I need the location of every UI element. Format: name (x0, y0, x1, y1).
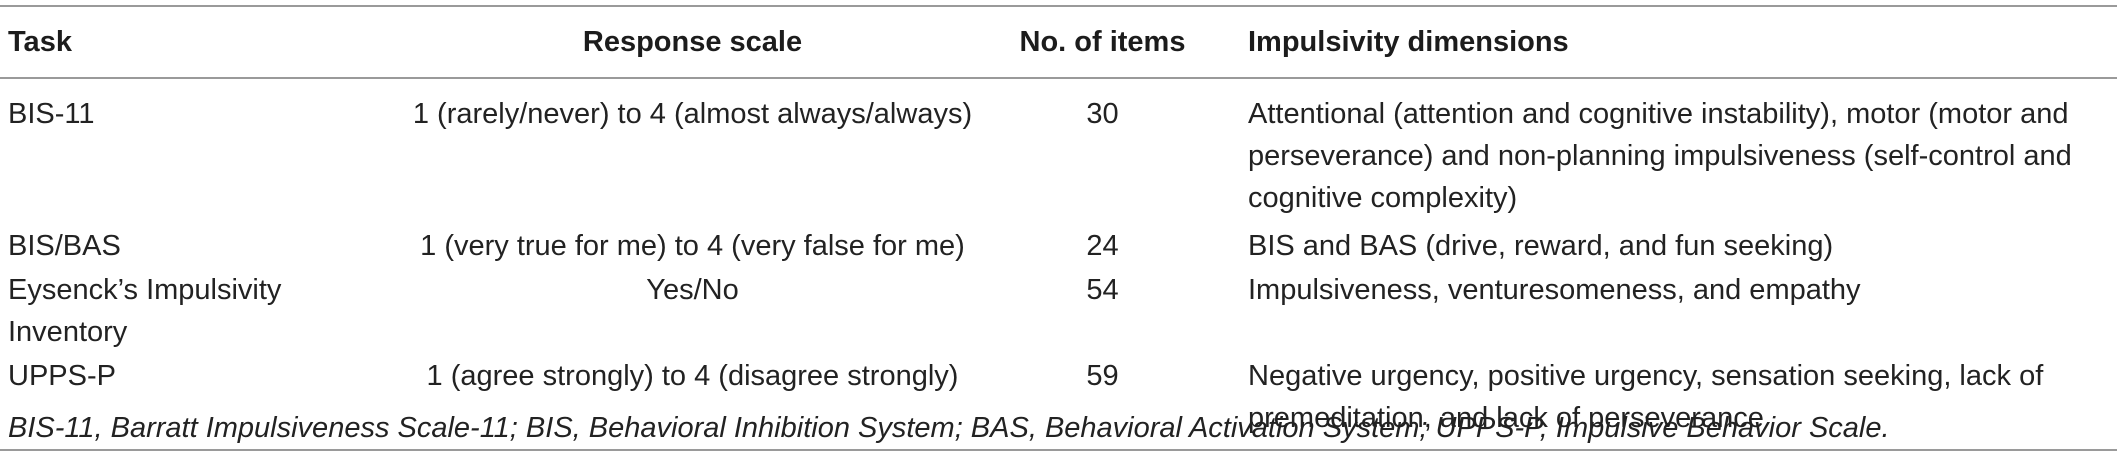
cell-response-scale: Yes/No (646, 274, 739, 306)
header-impulsivity-dimensions: Impulsivity dimensions (1248, 26, 1569, 58)
table-header: Task Response scale No. of items Impulsi… (0, 6, 2117, 78)
cell-impulsivity-dimensions: BIS and BAS (drive, reward, and fun seek… (1248, 230, 1834, 262)
cell-task: Eysenck’s Impulsivity Inventory (8, 274, 282, 348)
cell-response-scale: 1 (agree strongly) to 4 (disagree strong… (426, 360, 959, 392)
cell-response-scale: 1 (very true for me) to 4 (very false fo… (420, 230, 965, 262)
cell-no-of-items: 59 (1086, 360, 1119, 392)
header-response-scale: Response scale (582, 26, 803, 58)
table-footnote: BIS-11, Barratt Impulsiveness Scale-11; … (8, 412, 1890, 444)
table-row: Eysenck’s Impulsivity Inventory Yes/No 5… (0, 267, 2117, 353)
table-body: BIS-11 1 (rarely/never) to 4 (almost alw… (0, 78, 2117, 450)
header-task: Task (8, 26, 72, 58)
table-row: BIS/BAS 1 (very true for me) to 4 (very … (0, 219, 2117, 267)
cell-response-scale: 1 (rarely/never) to 4 (almost always/alw… (412, 98, 973, 130)
cell-no-of-items: 24 (1086, 230, 1119, 262)
cell-task: BIS/BAS (8, 230, 121, 262)
cell-no-of-items: 30 (1086, 98, 1119, 130)
cell-task: BIS-11 (8, 98, 95, 130)
cell-no-of-items: 54 (1086, 274, 1119, 306)
table-row: UPPS-P 1 (agree strongly) to 4 (disagree… (0, 353, 2117, 450)
cell-task: UPPS-P (8, 360, 116, 392)
cell-impulsivity-dimensions: Impulsiveness, venturesomeness, and empa… (1248, 274, 1861, 306)
cell-impulsivity-dimensions: Negative urgency, positive urgency, sens… (1248, 360, 2044, 434)
header-row: Task Response scale No. of items Impulsi… (0, 6, 2117, 78)
cell-impulsivity-dimensions: Attentional (attention and cognitive ins… (1248, 98, 2072, 214)
impulsivity-measures-table: Task Response scale No. of items Impulsi… (0, 5, 2117, 451)
table-row: BIS-11 1 (rarely/never) to 4 (almost alw… (0, 78, 2117, 219)
header-no-of-items: No. of items (1019, 26, 1186, 58)
